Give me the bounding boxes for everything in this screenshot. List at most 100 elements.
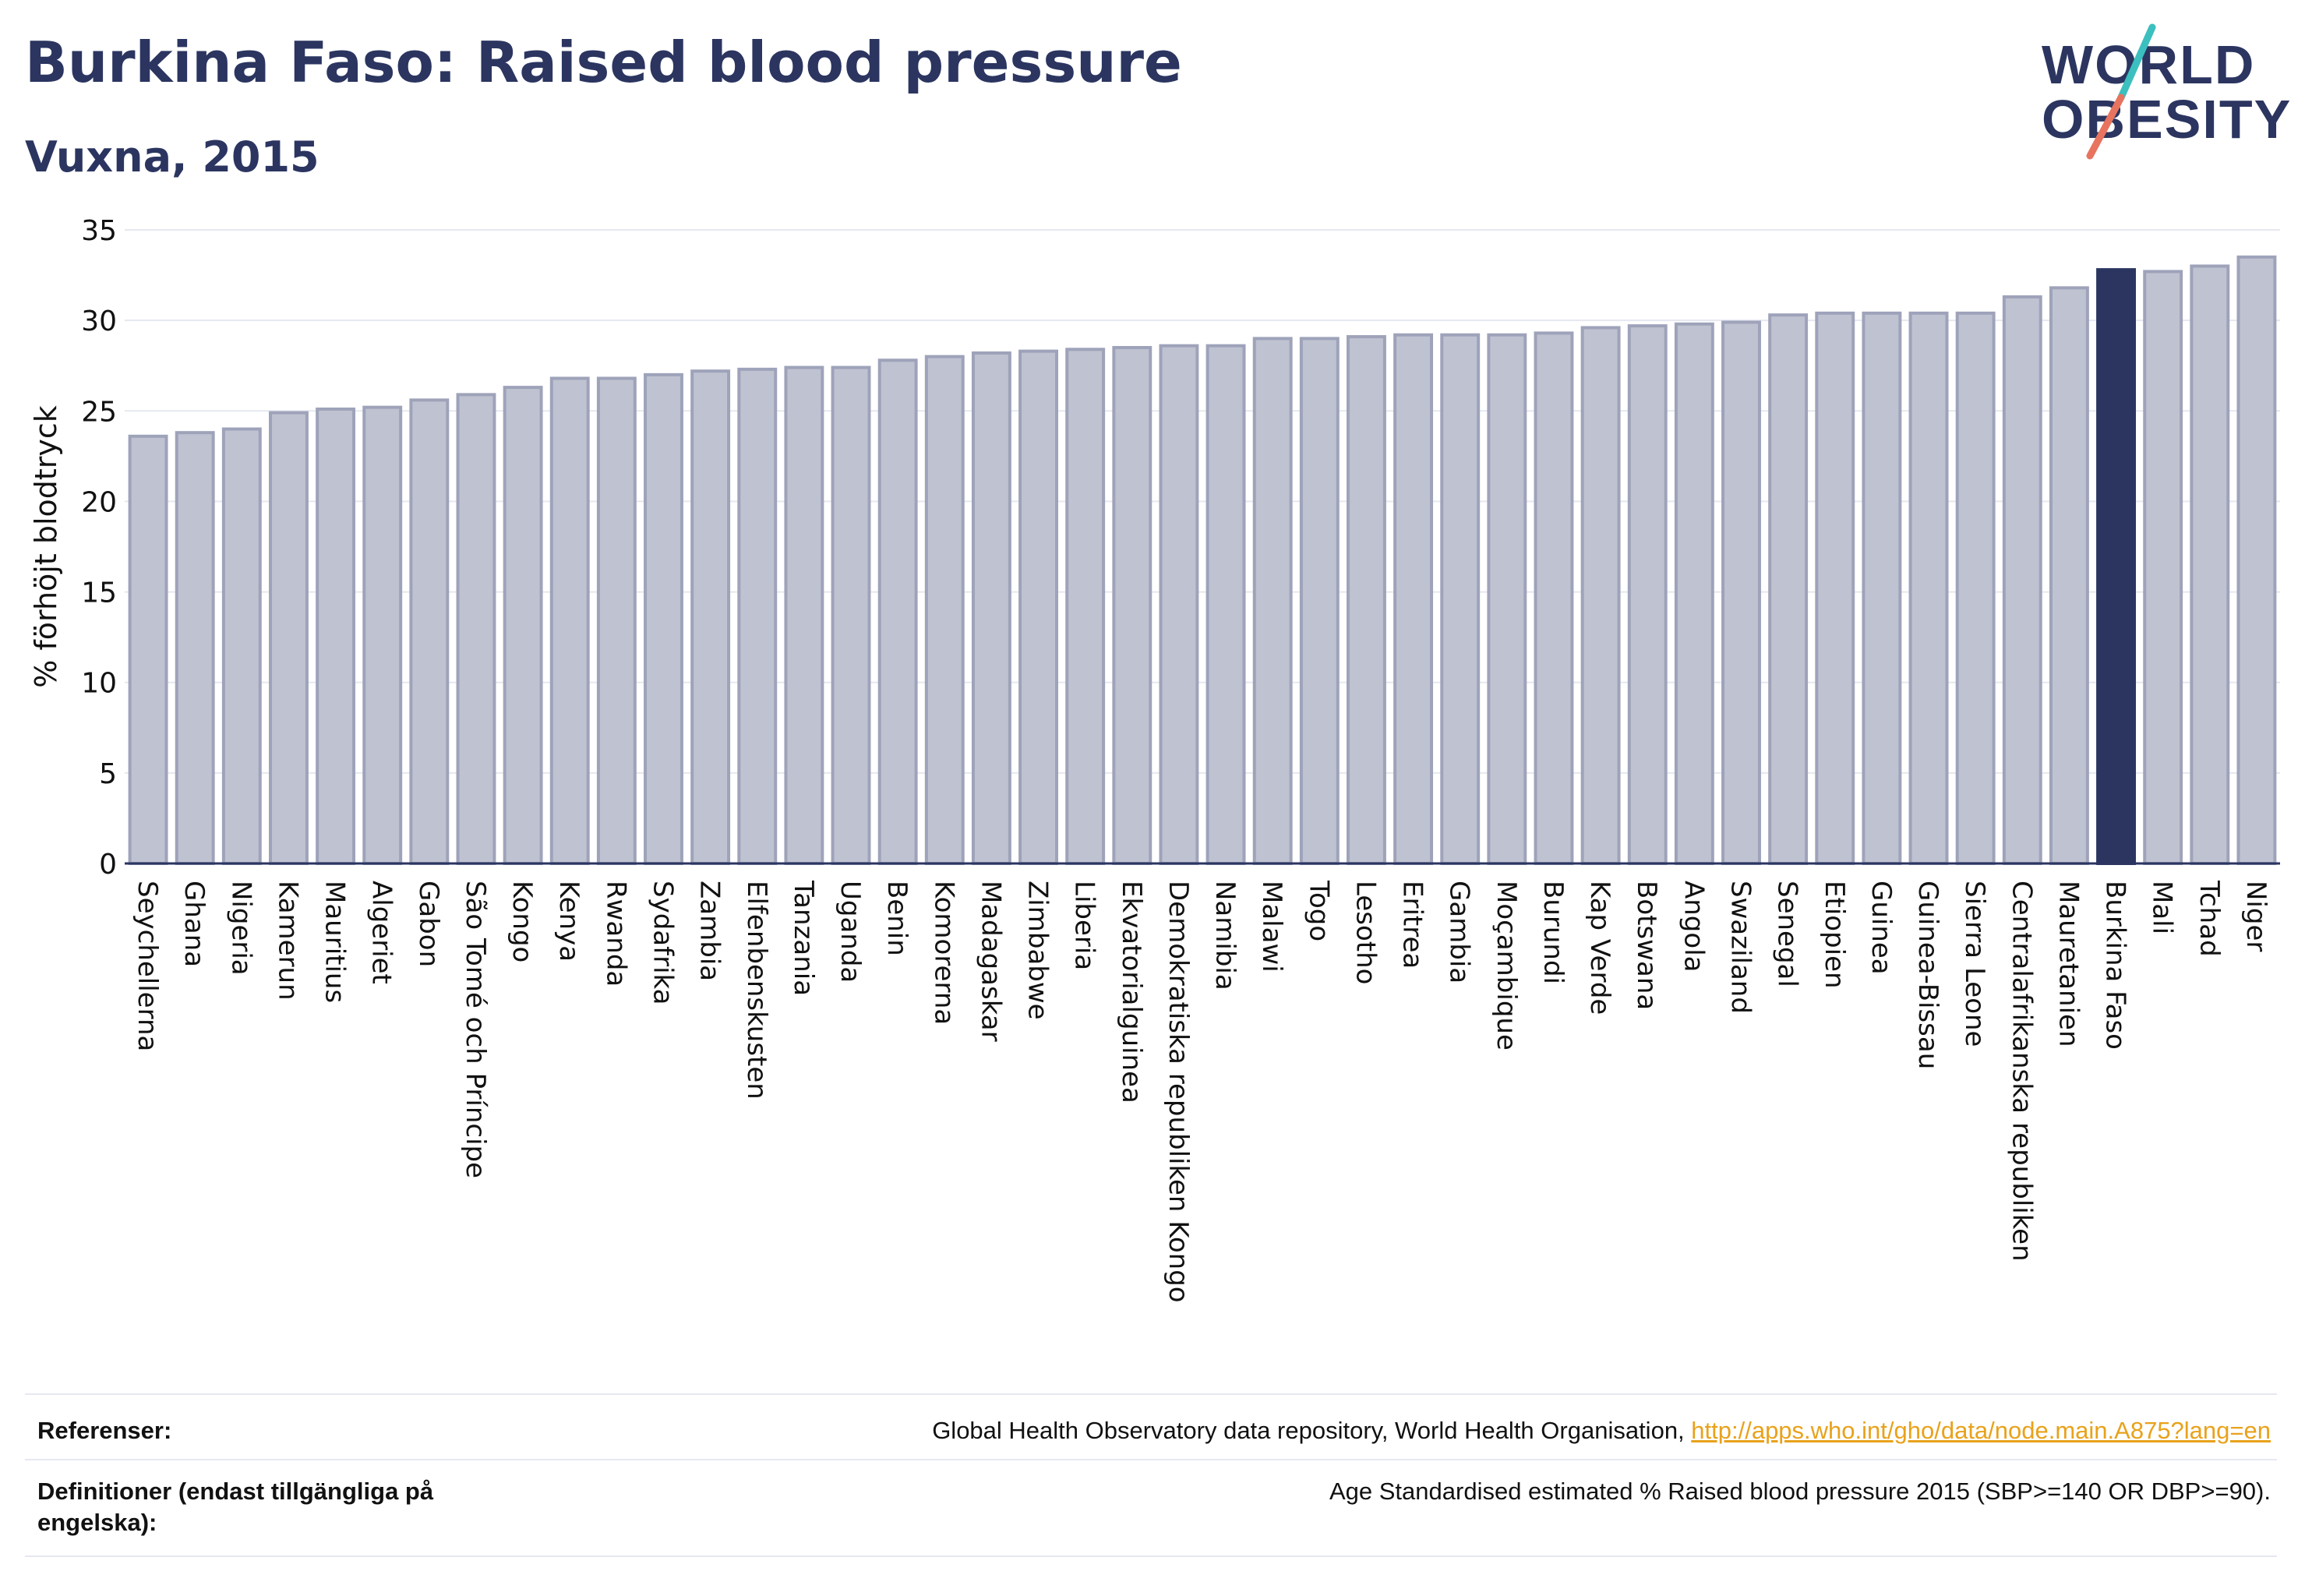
x-tick-label: Madagaskar	[975, 881, 1006, 1042]
x-tick-label: Kap Verde	[1584, 881, 1615, 1015]
x-tick-label: Benin	[881, 881, 912, 956]
bar	[549, 376, 590, 865]
references-label: Referenser:	[37, 1417, 172, 1444]
bar	[690, 369, 731, 865]
x-tick-label: Algeriet	[366, 881, 397, 984]
x-tick-label: Botswana	[1631, 881, 1662, 1010]
x-tick-label: Guinea-Bissau	[1912, 881, 1943, 1069]
bar	[1065, 348, 1106, 865]
bar	[644, 373, 683, 866]
x-tick-label: Komorerna	[928, 881, 959, 1025]
y-tick-label: 5	[99, 758, 117, 790]
bar	[1205, 344, 1246, 866]
bar	[128, 434, 168, 865]
x-tick-label: Centralafrikanska republiken	[2006, 881, 2037, 1262]
bar	[1862, 311, 1902, 865]
bar	[1627, 324, 1668, 865]
bar	[1721, 320, 1761, 866]
x-tick-label: Malawi	[1256, 881, 1287, 973]
bar	[2143, 270, 2183, 865]
bar	[175, 431, 215, 866]
bar	[596, 376, 637, 865]
y-tick-label: 20	[81, 486, 117, 518]
y-tick-label: 35	[81, 215, 117, 247]
footer-divider-bottom	[25, 1555, 2277, 1557]
bar	[1487, 333, 1527, 865]
x-tick-label: Elfenbenskusten	[741, 881, 772, 1100]
bar	[1768, 313, 1809, 866]
x-tick-label: Liberia	[1069, 881, 1100, 970]
chart-subtitle: Vuxna, 2015	[25, 132, 319, 182]
bar	[1908, 311, 1949, 865]
x-tick-label: Tanzania	[788, 880, 819, 996]
x-tick-label: Niger	[2240, 881, 2271, 952]
x-tick-label: Togo	[1303, 880, 1334, 941]
bars	[128, 255, 2277, 866]
bar	[877, 358, 918, 865]
bar	[2236, 255, 2277, 866]
bar-chart: 0 5 10 15 20 25 30 35 Seychellerna Ghana Nigeria K…	[29, 215, 2280, 1303]
bar	[2190, 264, 2230, 865]
x-tick-label: Demokratiska republiken Kongo	[1163, 881, 1194, 1303]
bar	[221, 427, 262, 865]
x-tick-label: Namibia	[1209, 881, 1241, 990]
y-tick-label: 0	[99, 849, 117, 881]
bar	[1580, 326, 1621, 866]
x-tick-label: Mali	[2147, 881, 2178, 934]
x-tick-label: Swaziland	[1725, 881, 1756, 1014]
bar	[2049, 286, 2089, 866]
y-axis-ticks: 0 5 10 15 20 25 30 35	[81, 215, 117, 881]
x-tick-label: Gabon	[413, 881, 444, 967]
bar	[1534, 331, 1574, 866]
definitions-label: Definitioner (endast tillgängliga på eng…	[37, 1476, 433, 1538]
logo-slash-coral	[2086, 94, 2125, 160]
x-tick-label: São Tomé och Príncipe	[460, 881, 491, 1178]
logo-text-obesity: OBESITY	[2042, 89, 2293, 150]
bar	[269, 411, 309, 865]
x-tick-label: Nigeria	[225, 881, 256, 976]
y-tick-label: 15	[81, 577, 117, 609]
x-tick-label: Mauretanien	[2053, 881, 2084, 1047]
x-tick-label: Mauritius	[319, 881, 351, 1003]
x-tick-label: Zimbabwe	[1022, 881, 1054, 1020]
x-tick-label: Zambia	[694, 881, 725, 981]
x-tick-label: Kamerun	[272, 881, 303, 1001]
x-tick-label: Angola	[1678, 881, 1709, 972]
bar	[784, 365, 824, 865]
logo-text-world: WORLD	[2042, 34, 2256, 95]
bar	[831, 365, 871, 865]
world-obesity-logo: WORLD OBESITY	[2026, 23, 2291, 164]
bar	[1955, 311, 1996, 865]
x-tick-label: Kongo	[507, 881, 538, 962]
definitions-label-line2: engelska):	[37, 1509, 157, 1536]
x-tick-label: Burundi	[1537, 881, 1569, 984]
bar	[1393, 333, 1434, 865]
bar	[362, 405, 403, 865]
x-tick-label: Seychellerna	[132, 881, 163, 1051]
references-link[interactable]: http://apps.who.int/gho/data/node.main.A…	[1691, 1417, 2271, 1444]
references-value: Global Health Observatory data repositor…	[932, 1415, 2271, 1446]
y-tick-label: 10	[81, 668, 117, 700]
bar	[924, 355, 965, 866]
bar	[1440, 333, 1481, 865]
bar	[456, 393, 496, 865]
bar	[409, 398, 450, 865]
bar	[1815, 311, 1855, 865]
bar	[1674, 322, 1714, 865]
y-tick-label: 30	[81, 305, 117, 337]
x-tick-label: Etiopien	[1819, 881, 1850, 989]
bar	[1159, 344, 1199, 866]
bar	[2002, 295, 2042, 865]
logo-slash-teal	[2117, 23, 2156, 101]
x-tick-label: Ghana	[178, 881, 210, 967]
x-tick-label: Guinea	[1866, 881, 1897, 975]
x-tick-label: Rwanda	[600, 881, 631, 987]
x-tick-label: Sierra Leone	[1959, 881, 1990, 1047]
bar	[971, 351, 1011, 865]
x-tick-label: Gambia	[1444, 881, 1475, 983]
bar-highlighted	[2096, 268, 2136, 866]
y-tick-label: 25	[81, 396, 117, 428]
y-axis-label: % förhöjt blodtryck	[29, 405, 63, 688]
bar	[1252, 337, 1293, 866]
bar	[1112, 345, 1152, 865]
